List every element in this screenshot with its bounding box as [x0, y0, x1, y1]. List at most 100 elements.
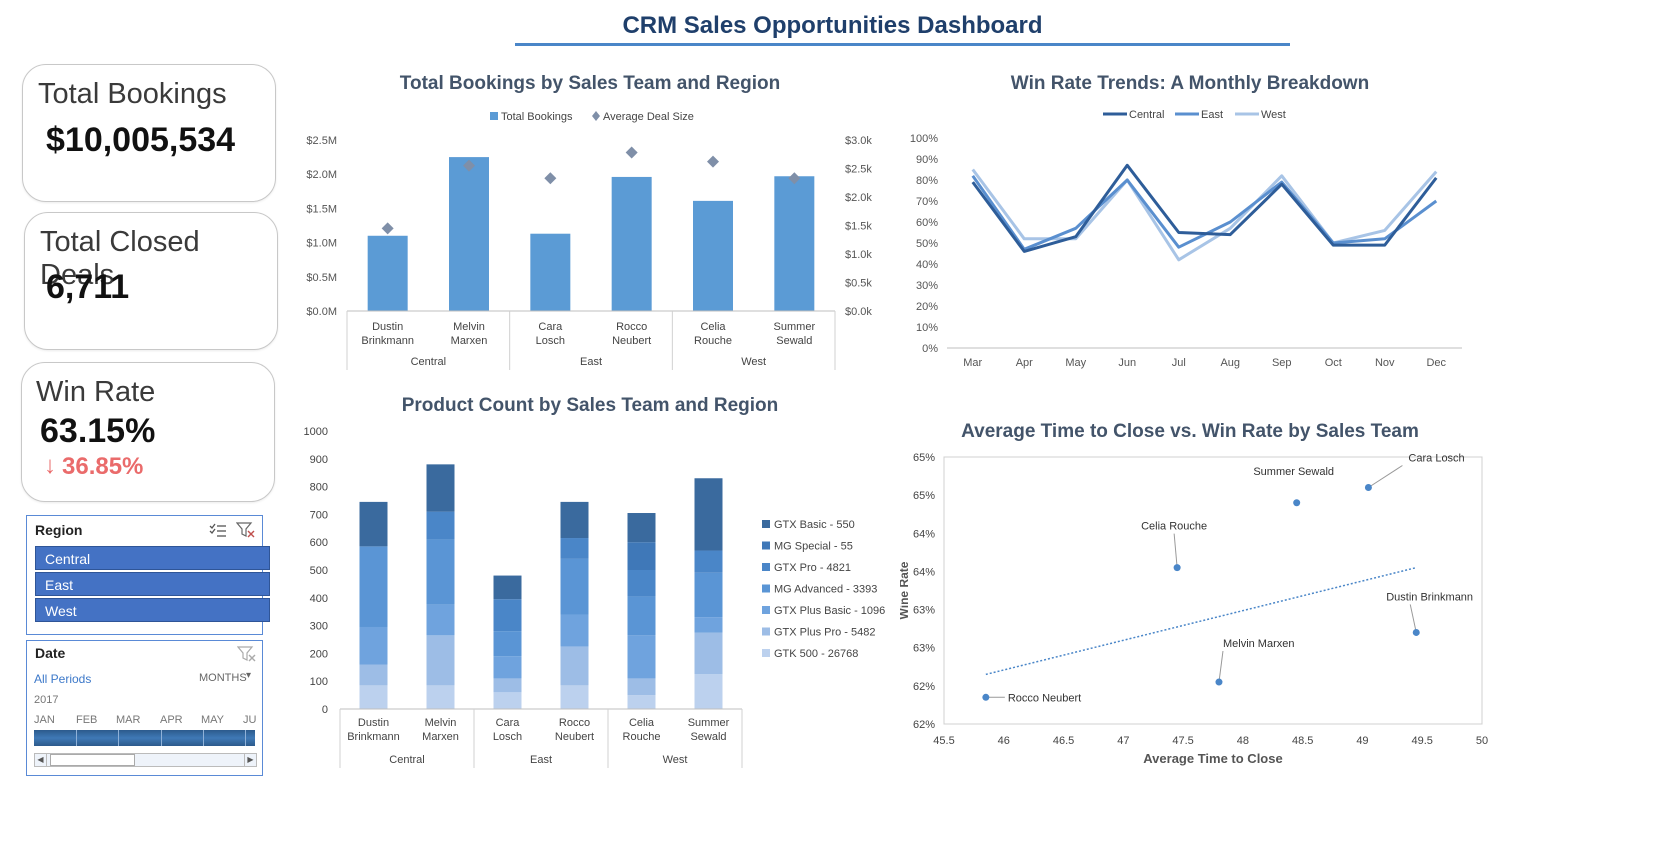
x-category-label: Melvin Marxen	[422, 717, 459, 743]
scatter-point	[1293, 499, 1300, 506]
x-tick-label: Dec	[1426, 357, 1446, 369]
legend-swatch	[762, 542, 770, 550]
leader-line	[1410, 604, 1416, 632]
stack-segment	[628, 635, 656, 678]
y-axis-title: Wine Rate	[900, 561, 911, 619]
legend-label: MG Special - 55	[774, 541, 853, 553]
y2-tick-label: $2.0k	[845, 192, 872, 204]
stack-segment	[695, 478, 723, 550]
y-tick-label: 30%	[916, 280, 938, 292]
y-tick-label: 200	[310, 648, 328, 660]
bookings-bar	[530, 234, 570, 311]
slicer-item-east[interactable]: East	[35, 572, 270, 596]
bookings-bar	[612, 177, 652, 311]
stack-segment	[494, 678, 522, 692]
stack-segment	[427, 685, 455, 709]
time-to-close-scatter-chart: 62%62%63%63%64%64%65%65%45.5 46 46.5 47 47.5…	[900, 445, 1500, 775]
kpi-label: Win Rate	[36, 376, 155, 409]
y-tick-label: $0.0M	[306, 306, 337, 318]
legend-label: GTX Plus Pro - 5482	[774, 627, 876, 639]
clear-filter-icon[interactable]	[237, 645, 257, 663]
stack-segment	[427, 512, 455, 540]
kpi-value: $10,005,534	[46, 121, 235, 160]
leader-line	[1219, 651, 1223, 682]
x-tick-label: May	[1065, 357, 1086, 369]
x-axis-title: Average Time to Close	[1143, 751, 1282, 766]
y-tick-label: $1.5M	[306, 203, 337, 215]
y-tick-label: 400	[310, 593, 328, 605]
all-periods-link[interactable]: All Periods	[34, 672, 91, 686]
kpi-card-total-bookings: Total Bookings $10,005,534	[22, 64, 276, 202]
y2-tick-label: $1.0k	[845, 249, 872, 261]
kpi-card-total-closed-deals: Total Closed Deals 6,711	[24, 212, 278, 350]
slicer-title: Date	[35, 645, 65, 661]
bookings-bar	[368, 236, 408, 311]
legend-swatch	[762, 563, 770, 571]
y-tick-label: $2.0M	[306, 169, 337, 181]
legend-swatch	[762, 585, 770, 593]
y-tick-label: 10%	[916, 322, 938, 334]
timeline-month-mar: MAR	[116, 714, 140, 726]
chart-title-time-vs-win-rate: Average Time to Close vs. Win Rate by Sa…	[930, 421, 1450, 443]
leader-line	[1368, 466, 1402, 488]
stack-segment	[628, 695, 656, 709]
timeline-selection-bar[interactable]	[34, 730, 255, 746]
x-tick-label: 49	[1356, 735, 1368, 747]
slicer-item-west[interactable]: West	[35, 598, 270, 622]
timeline-month-jan: JAN	[34, 714, 55, 726]
timeline-scrollbar[interactable]: ◀ ▶	[34, 753, 257, 767]
scroll-right-icon[interactable]: ▶	[244, 754, 256, 766]
scatter-point	[1174, 564, 1181, 571]
avg-deal-size-marker	[382, 222, 394, 234]
region-slicer: Region Central East West	[26, 515, 263, 635]
x-tick-label: 47.5	[1172, 735, 1193, 747]
x-tick-label: 48	[1237, 735, 1249, 747]
x-category-label: Melvin Marxen	[451, 321, 488, 347]
x-tick-label: Apr	[1016, 357, 1033, 369]
legend-swatch-total-bookings	[490, 112, 498, 120]
scrollbar-thumb[interactable]	[50, 754, 135, 766]
timeline-month-feb: FEB	[76, 714, 97, 726]
stack-segment	[494, 599, 522, 631]
stack-segment	[695, 551, 723, 573]
time-level-dropdown[interactable]: MONTHS	[199, 672, 247, 684]
y-tick-label: 64%	[913, 528, 935, 540]
y-tick-label: 100%	[910, 133, 938, 145]
scroll-left-icon[interactable]: ◀	[35, 754, 47, 766]
chevron-down-icon[interactable]: ▾	[246, 670, 251, 681]
trendline	[986, 568, 1416, 675]
x-category-label: Rocco Neubert	[612, 321, 651, 347]
slicer-item-central[interactable]: Central	[35, 546, 270, 570]
clear-filter-icon[interactable]	[236, 521, 256, 539]
date-timeline-slicer: Date All Periods MONTHS ▾ 2017 JAN FEB M…	[26, 640, 263, 776]
timeline-month-apr: APR	[160, 714, 183, 726]
scatter-point	[1413, 629, 1420, 636]
y-tick-label: 0%	[922, 343, 938, 355]
bookings-bar	[774, 176, 814, 311]
multi-select-icon[interactable]	[208, 522, 228, 538]
y-tick-label: 62%	[913, 719, 935, 731]
leader-line	[1174, 534, 1177, 568]
y2-tick-label: $2.5k	[845, 164, 872, 176]
chart-title-bookings: Total Bookings by Sales Team and Region	[330, 73, 850, 95]
legend-label: West	[1261, 109, 1286, 121]
timeline-month-may: MAY	[201, 714, 224, 726]
legend-label: Average Deal Size	[603, 111, 694, 123]
bookings-chart: Total Bookings Average Deal Size $0.0M $0.5…	[290, 100, 890, 380]
legend-swatch	[762, 649, 770, 657]
x-group-label: West	[663, 754, 688, 766]
legend-label: GTX Plus Basic - 1096	[774, 605, 885, 617]
stack-segment	[695, 617, 723, 632]
legend-label: GTK 500 - 26768	[774, 648, 858, 660]
kpi-label: Total Bookings	[38, 78, 227, 111]
y-tick-label: 40%	[916, 259, 938, 271]
stack-segment	[628, 513, 656, 542]
stack-segment	[427, 605, 455, 636]
stack-segment	[628, 596, 656, 635]
y-tick-label: 50%	[916, 238, 938, 250]
x-category-label: Rocco Neubert	[555, 717, 594, 743]
stack-segment	[695, 633, 723, 675]
kpi-value: 6,711	[46, 268, 129, 307]
stack-segment	[360, 665, 388, 686]
x-group-label: Central	[411, 356, 446, 368]
